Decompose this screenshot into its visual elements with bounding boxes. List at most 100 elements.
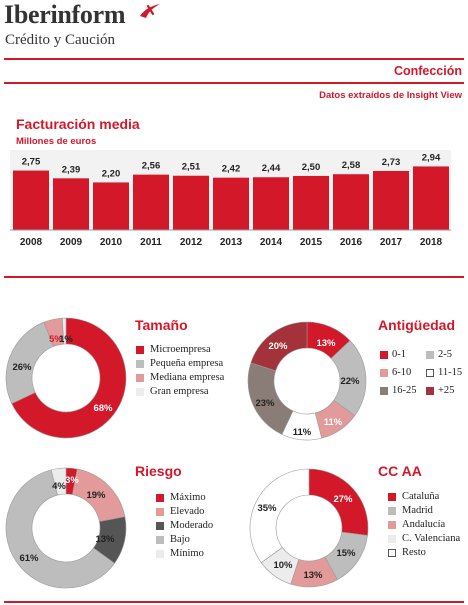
- donut-slice: [5, 469, 115, 589]
- bar-value-label: 2,42: [222, 164, 241, 175]
- legend-item: 6-10: [380, 366, 426, 380]
- bar: [333, 174, 369, 230]
- revenue-chart-units: Millones de euros: [16, 136, 97, 147]
- slice-label: 11%: [293, 427, 312, 438]
- bar-value-label: 2,39: [62, 164, 81, 175]
- revenue-bar-chart: 2,75 2008 2,39 2009 2,20 2010 2,56 2011 2,51 2012…: [10, 150, 451, 248]
- slice-label: 13%: [303, 570, 323, 581]
- bar-category-label: 2011: [140, 237, 162, 248]
- slice-label: 13%: [316, 338, 336, 349]
- bar: [93, 182, 129, 230]
- legend-label: Microempresa: [150, 344, 211, 355]
- bar: [413, 166, 449, 230]
- bar-value-label: 2,73: [382, 157, 401, 168]
- logo-swoosh-icon: [140, 4, 160, 18]
- bar: [173, 175, 209, 230]
- bar-category-label: 2010: [100, 237, 123, 248]
- bar: [293, 175, 329, 230]
- slice-label: 26%: [12, 362, 32, 373]
- bar-category-label: 2008: [20, 237, 43, 248]
- slice-label: 22%: [340, 376, 360, 387]
- bar-category-label: 2014: [260, 237, 283, 248]
- bar-value-label: 2,75: [22, 157, 41, 168]
- legend-item: Mínimo: [156, 547, 213, 561]
- legend-label: +25: [438, 385, 455, 396]
- legend-label: Gran empresa: [150, 386, 209, 397]
- bar-value-label: 2,20: [102, 168, 121, 179]
- slice-label: 27%: [333, 494, 353, 505]
- legend-swatch: [156, 522, 164, 530]
- size-donut-chart: 68% 26% 5%1%: [5, 317, 127, 439]
- bar: [213, 177, 249, 230]
- legend-swatch: [388, 521, 396, 529]
- slice-label: 3%: [65, 475, 79, 486]
- legend-swatch: [380, 369, 388, 377]
- bar: [13, 170, 49, 230]
- legend-label: Resto: [402, 547, 426, 558]
- legend-item: Mediana empresa: [136, 371, 224, 385]
- legend-item: Madrid: [388, 504, 460, 518]
- legend-swatch: [380, 351, 388, 359]
- bar-value-label: 2,94: [422, 152, 441, 163]
- legend-item: 16-25: [380, 384, 426, 398]
- legend-swatch: [156, 550, 164, 558]
- slice-label: 10%: [273, 560, 293, 571]
- age-chart-title: Antigüedad: [378, 317, 455, 333]
- legend-item: 0-1: [380, 348, 426, 362]
- legend-item: Cataluña: [388, 490, 460, 504]
- legend-swatch: [426, 351, 434, 359]
- bar: [373, 170, 409, 230]
- brand-subtitle: Crédito y Caución: [5, 32, 115, 48]
- slice-label: 19%: [86, 490, 106, 501]
- legend-item: Andalucía: [388, 518, 460, 532]
- size-chart-title: Tamaño: [135, 317, 188, 333]
- bar-category-label: 2013: [220, 237, 243, 248]
- legend-swatch: [388, 535, 396, 543]
- size-legend: Microempresa Pequeña empresa Mediana empre…: [136, 343, 224, 399]
- legend-swatch: [136, 388, 144, 396]
- legend-label: Pequeña empresa: [150, 358, 224, 369]
- legend-label: 2-5: [438, 349, 452, 360]
- brand-name: Iberinform: [4, 0, 126, 29]
- risk-chart-title: Riesgo: [135, 463, 182, 479]
- legend-swatch: [156, 536, 164, 544]
- revenue-chart-title: Facturación media: [16, 116, 140, 132]
- legend-swatch: [136, 346, 144, 354]
- slice-label: 68%: [93, 403, 113, 414]
- slice-label: 5%: [49, 334, 63, 345]
- legend-item: Resto: [388, 546, 460, 560]
- divider-middle: [4, 276, 464, 278]
- bar-category-label: 2009: [60, 237, 83, 248]
- legend-item: Microempresa: [136, 343, 224, 357]
- legend-swatch: [156, 508, 164, 516]
- donut-slice: [50, 467, 67, 496]
- legend-swatch: [426, 387, 434, 395]
- legend-swatch: [388, 493, 396, 501]
- age-donut-chart: 13% 22% 11% 11% 23% 20%: [247, 321, 367, 441]
- bar-category-label: 2015: [300, 237, 323, 248]
- region-donut-chart: 27% 15% 13% 10% 35%: [249, 468, 369, 588]
- donut-slice: [11, 317, 127, 439]
- bar-value-label: 2,58: [342, 160, 361, 171]
- legend-label: Andalucía: [402, 519, 446, 530]
- bar-category-label: 2012: [180, 237, 203, 248]
- legend-label: 16-25: [392, 385, 417, 396]
- divider-top: [4, 58, 464, 60]
- bar-value-label: 2,56: [142, 161, 161, 172]
- bar-value-label: 2,44: [262, 163, 281, 174]
- slice-label: 61%: [19, 553, 39, 564]
- slice-label: 20%: [268, 341, 288, 352]
- legend-label: Cataluña: [402, 491, 440, 502]
- slice-label: 23%: [255, 398, 275, 409]
- legend-item: 2-5: [426, 348, 468, 362]
- legend-item: Bajo: [156, 533, 213, 547]
- legend-swatch: [388, 507, 396, 515]
- legend-label: Moderado: [170, 520, 214, 531]
- legend-label: Máximo: [170, 492, 206, 503]
- legend-item: +25: [426, 384, 468, 398]
- legend-label: 6-10: [392, 367, 412, 378]
- slice-label: 4%: [52, 481, 66, 492]
- legend-item: Máximo: [156, 491, 213, 505]
- bar-category-label: 2017: [380, 237, 403, 248]
